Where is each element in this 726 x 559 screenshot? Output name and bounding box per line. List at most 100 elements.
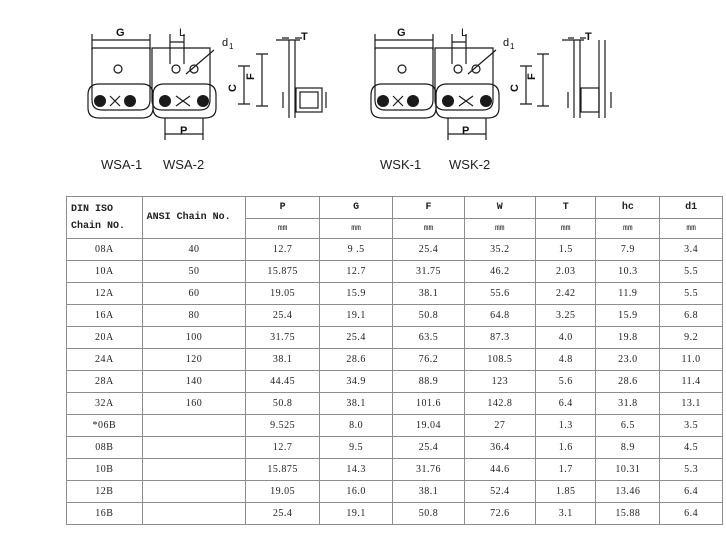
dim-label-l-right: L [461, 27, 467, 39]
dim-label-d1-right: d [503, 37, 509, 49]
cell-w: 123 [463, 370, 536, 393]
cell-f: 76.2 [392, 348, 465, 371]
cell-p: 31.75 [245, 326, 320, 349]
cell-din: 28A [66, 370, 143, 393]
cell-g: 25.4 [318, 326, 394, 349]
cell-din: 12A [66, 282, 143, 305]
cell-g: 28.6 [318, 348, 394, 371]
cell-p: 19.05 [245, 480, 320, 503]
cell-hc: 7.9 [595, 238, 661, 261]
cell-g: 38.1 [318, 392, 394, 415]
cell-d: 5.5 [659, 260, 723, 283]
cell-t: 4.0 [534, 326, 597, 349]
table-row: 24A 120 38.1 28.6 76.2 108.5 4.8 23.0 11.0 [66, 348, 723, 371]
unit-hc: mm [595, 218, 661, 239]
dim-label-p-left: P [180, 125, 187, 137]
cell-w: 44.6 [463, 458, 536, 481]
header-ansi: ANSI Chain No. [141, 196, 247, 239]
wsk-front-view [370, 47, 500, 119]
cell-d: 9.2 [659, 326, 723, 349]
cell-f: 19.04 [392, 414, 465, 437]
cell-ansi: 50 [141, 260, 247, 283]
cell-d: 6.8 [659, 304, 723, 327]
cell-g: 15.9 [318, 282, 394, 305]
cell-d: 5.5 [659, 282, 723, 305]
cell-f: 50.8 [392, 304, 465, 327]
cell-t: 1.7 [534, 458, 597, 481]
caption-wsk-1: WSK-1 [380, 157, 422, 172]
cell-t: 1.3 [534, 414, 597, 437]
cell-hc: 10.3 [595, 260, 661, 283]
cell-w: 46.2 [463, 260, 536, 283]
cell-din: 08A [66, 238, 143, 261]
table-row: 16A 80 25.4 19.1 50.8 64.8 3.25 15.9 6.8 [66, 304, 723, 327]
header-g: G [318, 196, 394, 219]
cell-d: 6.4 [659, 502, 723, 525]
cell-w: 27 [463, 414, 536, 437]
cell-p: 9.525 [245, 414, 320, 437]
dim-label-f-left: F [245, 73, 257, 80]
wsk-side-view [520, 37, 612, 118]
dim-label-c-right: C [509, 84, 521, 92]
header-w: W [463, 196, 536, 219]
cell-p: 12.7 [245, 436, 320, 459]
cell-hc: 28.6 [595, 370, 661, 393]
unit-f: mm [392, 218, 465, 239]
cell-f: 101.6 [392, 392, 465, 415]
cell-din: 10B [66, 458, 143, 481]
cell-w: 36.4 [463, 436, 536, 459]
cell-w: 55.6 [463, 282, 536, 305]
unit-w: mm [463, 218, 536, 239]
cell-p: 15.875 [245, 458, 320, 481]
cell-d: 4.5 [659, 436, 723, 459]
cell-ansi: 80 [141, 304, 247, 327]
cell-g: 12.7 [318, 260, 394, 283]
table-row: 08B 12.7 9.5 25.4 36.4 1.6 8.9 4.5 [66, 436, 723, 459]
cell-g: 9.5 [318, 436, 394, 459]
cell-d: 6.4 [659, 480, 723, 503]
cell-hc: 11.9 [595, 282, 661, 305]
header-hc: hc [595, 196, 661, 219]
cell-p: 19.05 [245, 282, 320, 305]
cell-din: 16B [66, 502, 143, 525]
cell-hc: 6.5 [595, 414, 661, 437]
cell-d: 3.5 [659, 414, 723, 437]
cell-t: 5.6 [534, 370, 597, 393]
cell-g: 34.9 [318, 370, 394, 393]
wsa-side-view [238, 37, 327, 118]
dim-label-g-left: G [116, 27, 125, 39]
header-t: T [534, 196, 597, 219]
dim-label-f-right: F [526, 73, 538, 80]
dim-label-p-right: P [462, 125, 469, 137]
unit-t: mm [534, 218, 597, 239]
cell-ansi [141, 414, 247, 437]
table-row: 08A 40 12.7 9 .5 25.4 35.2 1.5 7.9 3.4 [66, 238, 723, 261]
cell-hc: 23.0 [595, 348, 661, 371]
cell-hc: 10.31 [595, 458, 661, 481]
cell-t: 3.25 [534, 304, 597, 327]
cell-g: 9 .5 [318, 238, 394, 261]
cell-w: 35.2 [463, 238, 536, 261]
cell-hc: 15.88 [595, 502, 661, 525]
cell-w: 87.3 [463, 326, 536, 349]
header-din-iso: DIN ISO Chain NO. [66, 196, 143, 239]
cell-w: 52.4 [463, 480, 536, 503]
cell-f: 25.4 [392, 238, 465, 261]
cell-ansi [141, 436, 247, 459]
cell-d: 11.4 [659, 370, 723, 393]
cell-d: 5.3 [659, 458, 723, 481]
cell-f: 38.1 [392, 282, 465, 305]
cell-g: 16.0 [318, 480, 394, 503]
cell-hc: 8.9 [595, 436, 661, 459]
cell-ansi [141, 458, 247, 481]
table-row: 10A 50 15.875 12.7 31.75 46.2 2.03 10.3 5.5 [66, 260, 723, 283]
cell-g: 8.0 [318, 414, 394, 437]
dim-label-d1-sub-left: 1 [229, 42, 234, 51]
chain-attachment-drawings: G L d 1 T C F P G L d 1 T C F P [87, 27, 612, 140]
table-row: 12B 19.05 16.0 38.1 52.4 1.85 13.46 6.4 [66, 480, 723, 503]
cell-din: 32A [66, 392, 143, 415]
cell-ansi: 60 [141, 282, 247, 305]
cell-t: 4.8 [534, 348, 597, 371]
cell-ansi: 140 [141, 370, 247, 393]
unit-g: mm [318, 218, 394, 239]
